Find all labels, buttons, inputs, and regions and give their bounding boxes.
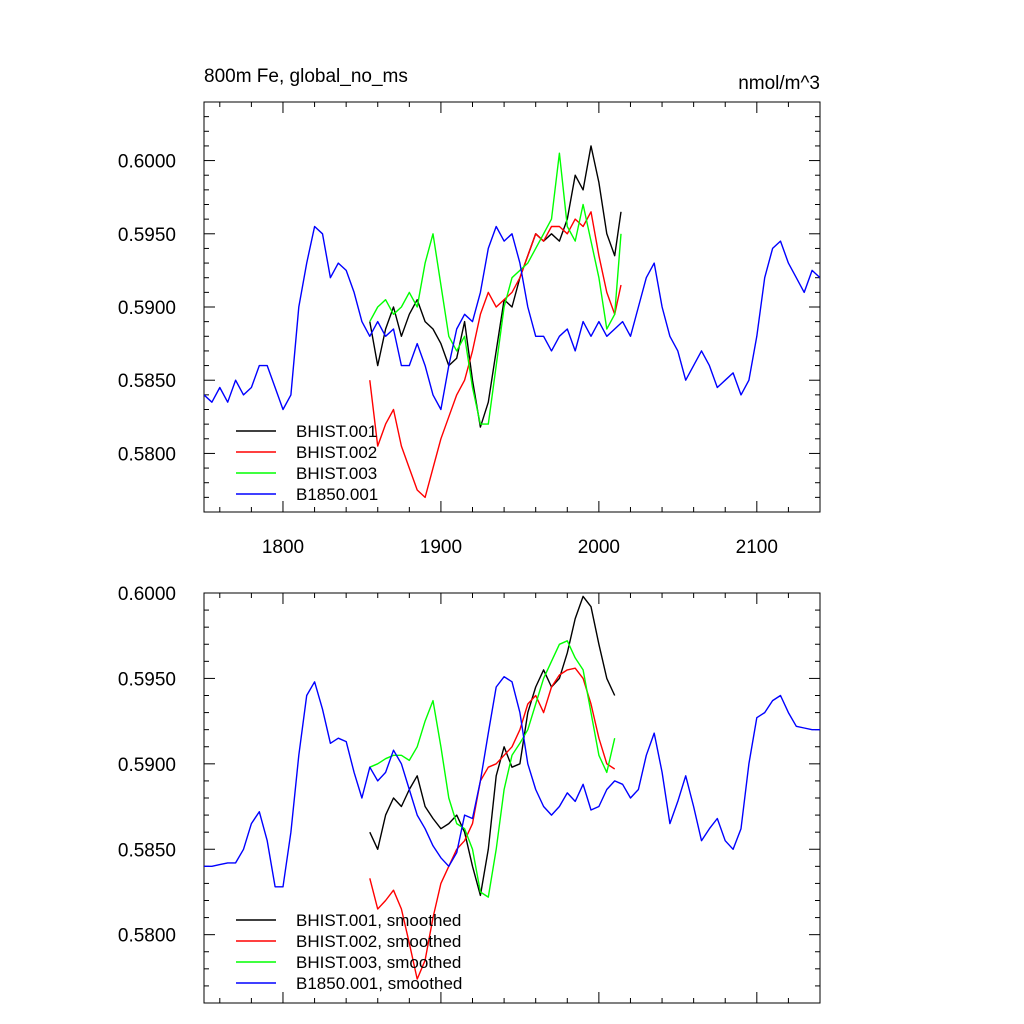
legend-label: BHIST.001 <box>296 422 377 441</box>
units-label: nmol/m^3 <box>738 73 820 94</box>
y-tick-label: 0.5950 <box>118 669 176 690</box>
y-tick-label: 0.5900 <box>118 298 176 319</box>
legend-label: B1850.001 <box>296 485 378 504</box>
legend-label: BHIST.001, smoothed <box>296 911 461 930</box>
series-group <box>204 595 820 980</box>
series-line <box>369 211 622 499</box>
series-line <box>369 145 622 428</box>
series-line <box>369 640 616 898</box>
y-tick-label: 0.5850 <box>118 371 176 392</box>
series-line <box>204 676 820 888</box>
y-tick-label: 0.6000 <box>118 152 176 173</box>
series-line <box>369 595 616 897</box>
y-tick-label: 0.5900 <box>118 755 176 776</box>
legend-label: BHIST.002 <box>296 443 377 462</box>
x-tick-label: 2000 <box>578 537 620 558</box>
bottom-panel: 0.5800 0.5850 0.5900 0.5950 0.6000 BHIST.001,… <box>118 584 821 1004</box>
chart-title: 800m Fe, global_no_ms <box>204 66 408 87</box>
y-tick-label: 0.5850 <box>118 840 176 861</box>
series-group <box>204 145 820 499</box>
y-tick-label: 0.5800 <box>118 926 176 947</box>
legend-label: BHIST.003 <box>296 464 377 483</box>
x-tick-label: 1900 <box>420 537 462 558</box>
legend-label: BHIST.003, smoothed <box>296 953 461 972</box>
legend-label: BHIST.002, smoothed <box>296 932 461 951</box>
series-line <box>204 225 820 411</box>
y-tick-label: 0.6000 <box>118 584 176 605</box>
top-panel: 1800 1900 2000 2100 0.5800 0.5850 0.5900 0.5950… <box>118 66 821 558</box>
y-tick-label: 0.5950 <box>118 225 176 246</box>
x-tick-label: 2100 <box>736 537 778 558</box>
x-tick-label: 1800 <box>262 537 304 558</box>
y-tick-label: 0.5800 <box>118 444 176 465</box>
series-line <box>369 152 622 425</box>
series-line <box>369 667 616 980</box>
legend-label: B1850.001, smoothed <box>296 974 462 993</box>
